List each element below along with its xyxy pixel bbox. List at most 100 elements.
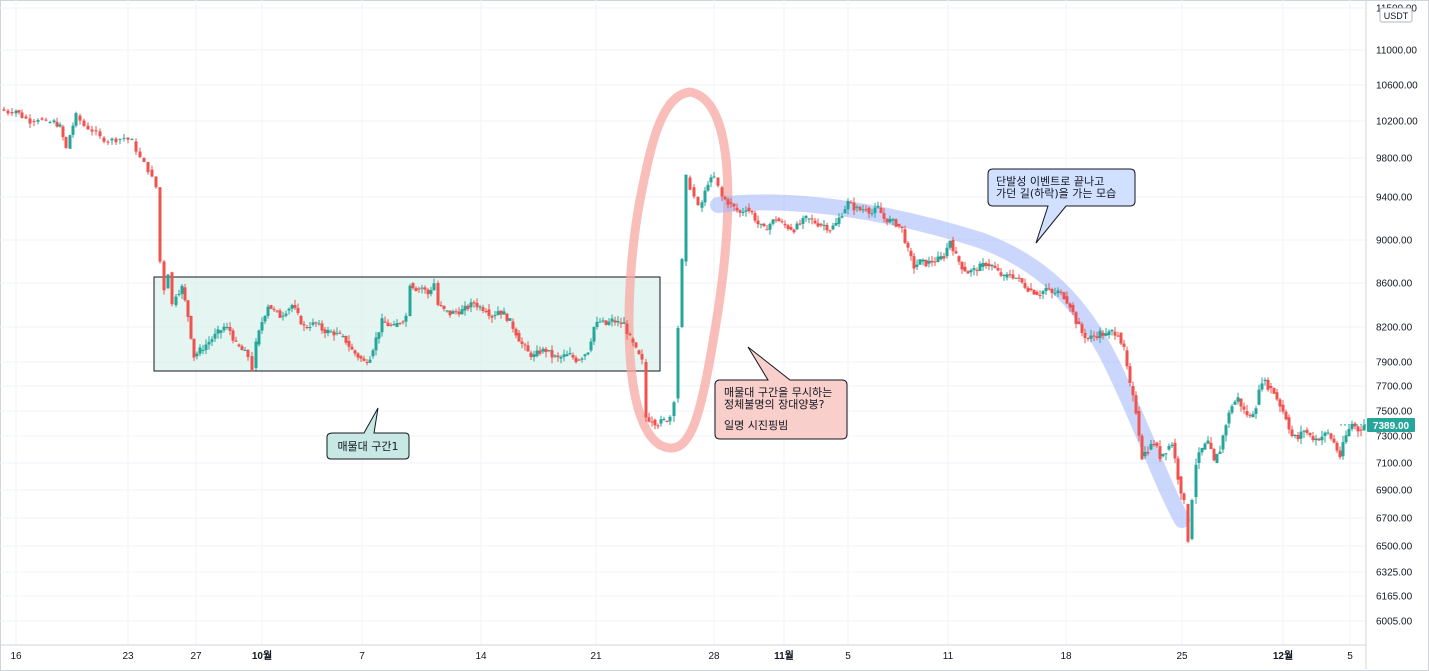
candle-body [747, 207, 751, 212]
y-tick-label: 8600.00 [1376, 279, 1413, 290]
candle-body [656, 425, 660, 427]
candle-body [10, 112, 14, 114]
candle-body [831, 225, 835, 230]
candle-body [571, 355, 575, 358]
candle-body [720, 187, 724, 197]
candle-body [1128, 366, 1132, 383]
candle-body [401, 321, 405, 323]
candle-body [216, 329, 220, 334]
candle-body [180, 285, 184, 294]
candle-body [219, 330, 223, 333]
candle-body [61, 126, 65, 138]
candle-body [1059, 291, 1063, 293]
candle-body [356, 353, 360, 358]
candle-body [460, 309, 464, 315]
candle-body [344, 335, 348, 343]
candle-body [1041, 291, 1045, 294]
candle-body [915, 264, 919, 267]
candle-body [386, 322, 390, 327]
candle-body [616, 320, 620, 323]
candle-body [972, 268, 976, 271]
candle-body [703, 190, 707, 203]
candle-body [278, 310, 282, 318]
candle-body [302, 324, 306, 326]
candle-body [1266, 379, 1270, 390]
candle-body [1134, 395, 1138, 414]
candle-body [207, 341, 211, 345]
candle-body [647, 417, 651, 422]
candle-body [589, 341, 593, 351]
candle-body [1338, 450, 1342, 458]
candle-body [696, 197, 700, 206]
candle-body [592, 326, 596, 342]
candle-body [625, 323, 629, 334]
candle-body [110, 138, 114, 141]
candle-body [712, 176, 716, 178]
candle-body [1260, 383, 1264, 390]
x-tick-label: 25 [1176, 651, 1188, 662]
candle-body [28, 118, 32, 124]
candle-body [383, 321, 387, 323]
candle-body [753, 213, 757, 221]
callout-supply-zone[interactable]: 매물대 구간1 [326, 407, 410, 460]
candle-body [771, 219, 775, 224]
candle-body [1236, 397, 1240, 402]
candle-body [738, 210, 742, 213]
callout-downtrend[interactable]: 단발성 이벤트로 끝나고 가던 길(하락)을 가는 모습 [987, 168, 1136, 244]
candle-body [1023, 283, 1027, 288]
candle-body [48, 122, 52, 124]
candle-body [341, 335, 345, 337]
candle-body [269, 305, 273, 309]
candle-body [436, 283, 440, 306]
candle-body [475, 302, 479, 308]
candle-body [918, 259, 922, 265]
supply-zone-box[interactable] [153, 276, 661, 372]
candle-body [14, 110, 18, 114]
candle-body [777, 218, 781, 222]
candle-body [1272, 387, 1276, 394]
current-price-marker: 7389.00 [1367, 418, 1415, 432]
candle-body [1035, 291, 1039, 295]
candle-body [417, 288, 421, 290]
candle-body [106, 141, 110, 143]
candle-body [472, 302, 476, 304]
y-tick-label: 9400.00 [1376, 193, 1413, 204]
candle-body [1329, 433, 1333, 439]
x-tick-label: 27 [190, 651, 202, 662]
candle-body [1353, 423, 1357, 427]
candle-body [1257, 389, 1261, 405]
candle-body [954, 251, 958, 254]
candle-body [909, 250, 913, 257]
candle-body [520, 341, 524, 345]
candle-body [186, 300, 190, 317]
candle-body [903, 229, 907, 243]
candle-body [429, 290, 433, 294]
candle-body [780, 221, 784, 223]
callout-xi-beam[interactable]: 매물대 구간을 무시하는 정체불명의 장대양봉? 일명 시진핑빔 [714, 346, 848, 440]
candle-body [323, 329, 327, 334]
candle-body [1002, 274, 1006, 276]
candle-body [1221, 435, 1225, 450]
candle-body [502, 311, 506, 315]
candle-body [837, 217, 841, 224]
candle-body [426, 289, 430, 295]
candle-body [240, 346, 244, 351]
y-tick-label: 10600.00 [1376, 81, 1418, 92]
candle-body [1026, 287, 1030, 292]
currency-badge[interactable]: USDT [1379, 7, 1413, 23]
candle-body [984, 262, 988, 266]
candle-body [24, 116, 28, 119]
grid-lines [0, 0, 1366, 645]
candle-body [98, 131, 102, 137]
candle-body [801, 218, 805, 224]
candle-body [610, 318, 614, 322]
candle-body [825, 224, 829, 231]
candle-body [272, 308, 276, 310]
y-tick-label: 6700.00 [1376, 514, 1413, 525]
candle-body [281, 315, 285, 317]
candle-body [1104, 333, 1108, 336]
candle-body [130, 139, 134, 141]
blue-trend-highlight[interactable] [710, 194, 1190, 528]
candle-body [723, 197, 727, 200]
